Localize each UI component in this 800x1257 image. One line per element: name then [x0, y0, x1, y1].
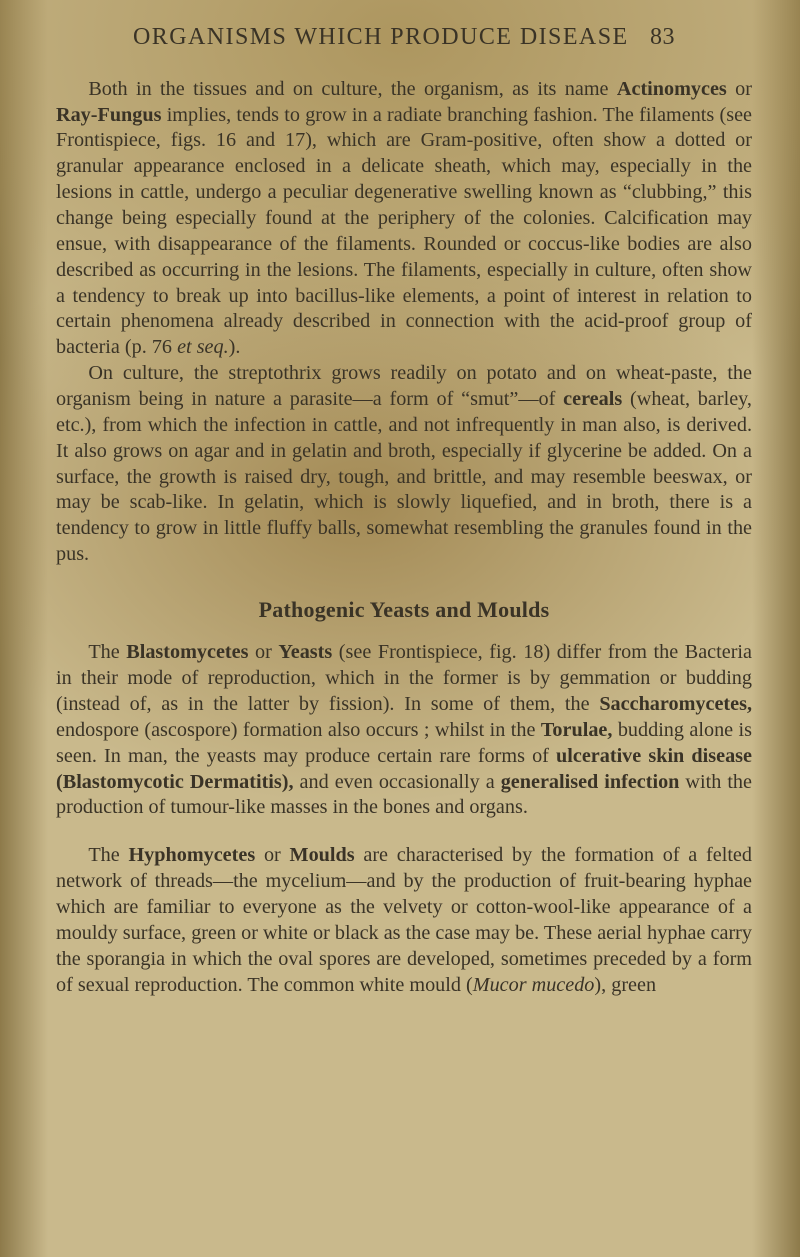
text: (wheat, barley, etc.), from which the in… [56, 388, 752, 565]
term-yeasts: Yeasts [278, 641, 332, 663]
text: or [248, 641, 278, 663]
text: ). [229, 336, 241, 358]
running-head: ORGANISMS WHICH PRODUCE DISEASE 83 [56, 22, 752, 53]
text: or [727, 78, 752, 100]
page: ORGANISMS WHICH PRODUCE DISEASE 83 Both … [0, 0, 800, 1038]
paragraph-gap [56, 821, 752, 843]
latin-mucor-mucedo: Mucor mucedo [473, 974, 595, 996]
text: Both in the tissues and on culture, the … [88, 78, 617, 100]
text: or [255, 844, 289, 866]
term-torulae: Torulae, [541, 719, 613, 741]
subheading-yeasts-moulds: Pathogenic Yeasts and Moulds [56, 596, 752, 624]
term-actinomyces: Actinomyces [617, 78, 727, 100]
text: endospore (ascospore) formation also occ… [56, 719, 541, 741]
text: implies, tends to grow in a radiate bran… [56, 104, 752, 359]
text: The [88, 844, 128, 866]
running-title: ORGANISMS WHICH PRODUCE DISEASE [133, 24, 629, 50]
page-number: 83 [650, 24, 675, 50]
term-hyphomycetes: Hyphomycetes [128, 844, 255, 866]
term-cereals: cereals [563, 388, 622, 410]
paragraph-3: The Blastomycetes or Yeasts (see Frontis… [56, 640, 752, 821]
term-blastomycetes: Blastomycetes [126, 641, 248, 663]
term-moulds: Moulds [290, 844, 355, 866]
paragraph-1: Both in the tissues and on culture, the … [56, 77, 752, 361]
term-saccharomycetes: Saccharomycetes, [599, 693, 752, 715]
latin-et-seq: et seq. [177, 336, 229, 358]
term-generalised-infection: generalised infection [501, 771, 680, 793]
term-ray-fungus: Ray-Fungus [56, 104, 161, 126]
paragraph-2: On culture, the streptothrix grows readi… [56, 361, 752, 568]
text: ), green [594, 974, 656, 996]
text: The [88, 641, 126, 663]
paragraph-4: The Hyphomycetes or Moulds are character… [56, 843, 752, 998]
text: and even occasionally a [294, 771, 501, 793]
